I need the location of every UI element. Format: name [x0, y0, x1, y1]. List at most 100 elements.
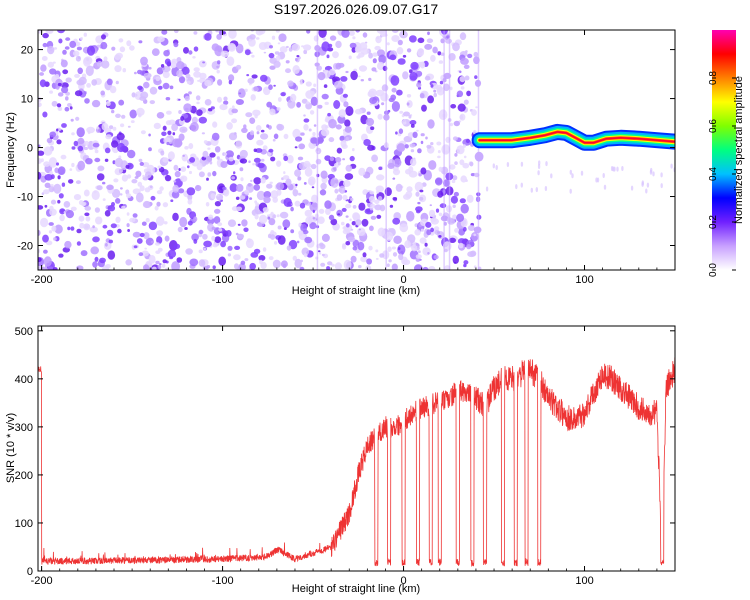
noise-blob [121, 205, 126, 210]
noise-blob [285, 178, 292, 186]
noise-blob [92, 225, 95, 229]
noise-blob [376, 214, 382, 219]
noise-blob [140, 130, 146, 135]
noise-blob [83, 189, 90, 197]
noise-blob [207, 147, 211, 150]
noise-blob [115, 80, 119, 85]
noise-blob [377, 196, 383, 201]
noise-blob [368, 88, 377, 98]
noise-blob [363, 139, 371, 146]
noise-blob [376, 190, 379, 194]
noise-blob [460, 203, 469, 214]
noise-blob [164, 174, 172, 182]
noise-blob [361, 218, 369, 227]
noise-blob [341, 244, 347, 250]
noise-blob [336, 209, 343, 217]
noise-blob [393, 158, 402, 168]
noise-blob [47, 45, 55, 55]
noise-blob [176, 61, 185, 70]
noise-blob [438, 235, 442, 238]
noise-blob [248, 160, 251, 163]
noise-blob [418, 173, 422, 177]
noise-blob [457, 238, 466, 245]
noise-blob [345, 241, 351, 246]
noise-blob [396, 143, 406, 153]
noise-blob [367, 144, 375, 151]
noise-blob [143, 264, 150, 270]
noise-blob [450, 195, 458, 204]
noise-blob [121, 114, 126, 119]
noise-blob [452, 136, 458, 141]
noise-blob [343, 180, 351, 187]
noise-blob [466, 194, 474, 203]
noise-blob [217, 183, 226, 194]
noise-blob [160, 64, 165, 68]
noise-blob [338, 188, 343, 192]
noise-blob [249, 117, 256, 124]
noise-blob [470, 250, 477, 257]
noise-blob [269, 181, 273, 184]
noise-blob [188, 50, 193, 55]
noise-blob [377, 113, 383, 120]
noise-blob [335, 86, 344, 95]
noise-blob [308, 128, 312, 132]
noise-blob [463, 264, 467, 268]
noise-blob [350, 70, 358, 81]
noise-blob [247, 77, 255, 84]
noise-blob [317, 72, 326, 81]
noise-blob [157, 264, 162, 270]
noise-blob [126, 174, 132, 179]
noise-blob [76, 241, 81, 246]
noise-blob [374, 204, 382, 211]
noise-blob [340, 76, 348, 82]
noise-blob [172, 132, 176, 136]
noise-blob [268, 148, 274, 153]
noise-blob [390, 94, 397, 101]
noise-blob [144, 187, 151, 193]
noise-blob [171, 58, 178, 64]
signal-speck [492, 163, 495, 169]
noise-blob [198, 259, 206, 267]
noise-blob [176, 257, 183, 263]
noise-blob [310, 96, 318, 107]
signal-speck [645, 188, 648, 194]
noise-blob [414, 229, 421, 236]
noise-blob [38, 96, 42, 103]
noise-blob [193, 46, 199, 52]
noise-blob [125, 259, 132, 266]
noise-blob [181, 177, 185, 180]
noise-blob [294, 258, 302, 269]
noise-blob [78, 76, 87, 85]
noise-streak [477, 30, 480, 270]
signal-speck [660, 172, 663, 178]
noise-blob [48, 230, 53, 234]
noise-blob [262, 247, 267, 252]
snr-ylabel: SNR (10 * v/v) [5, 413, 17, 483]
y-tick-label: 300 [15, 422, 33, 434]
noise-blob [151, 266, 157, 270]
noise-blob [416, 82, 422, 88]
noise-blob [465, 138, 470, 144]
noise-blob [184, 95, 190, 102]
noise-blob [235, 140, 243, 149]
noise-blob [234, 245, 241, 250]
noise-blob [311, 202, 318, 208]
noise-blob [401, 119, 407, 125]
noise-blob [119, 193, 123, 196]
noise-blob [76, 46, 82, 51]
noise-blob [466, 90, 471, 97]
noise-blob [49, 131, 57, 138]
noise-blob [409, 72, 418, 81]
noise-blob [354, 108, 363, 115]
noise-blob [405, 191, 413, 199]
noise-blob [283, 171, 286, 175]
noise-blob [38, 144, 41, 148]
noise-blob [237, 233, 245, 239]
noise-blob [418, 250, 421, 254]
noise-blob [438, 212, 443, 217]
noise-blob [343, 223, 353, 233]
noise-blob [330, 177, 339, 188]
noise-blob [178, 188, 185, 194]
noise-blob [85, 158, 93, 165]
